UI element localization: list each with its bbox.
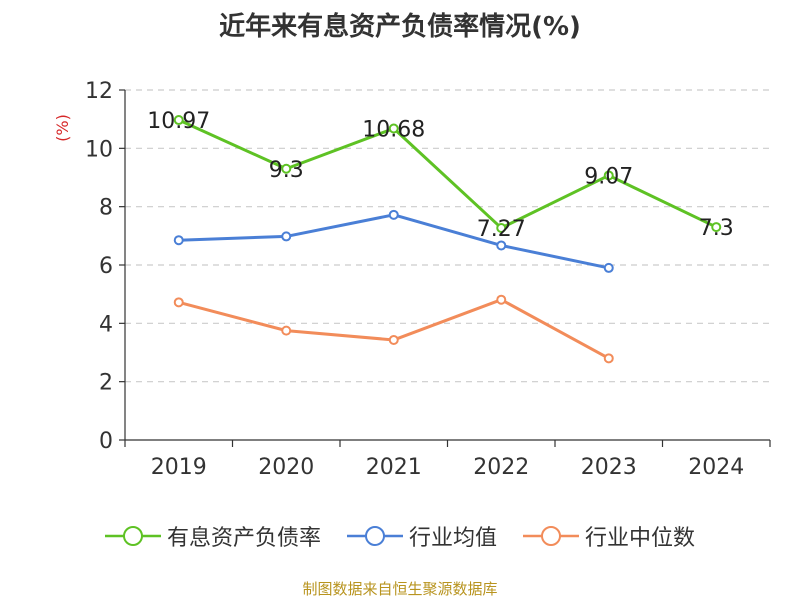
data-label: 10.68 xyxy=(362,118,425,143)
legend-item-series-3[interactable]: 行业中位数 xyxy=(523,520,695,552)
y-tick-label: 12 xyxy=(85,79,113,104)
data-point-series-1 xyxy=(173,115,184,126)
data-label: 10.97 xyxy=(147,109,210,134)
legend-label-series-1: 有息资产负债率 xyxy=(166,526,321,551)
axes: 0 2 4 6 8 10 12 2019 2020 2021 2022 2023 2024 xyxy=(85,79,771,480)
data-point-series-2 xyxy=(496,240,507,251)
x-tick-label: 2024 xyxy=(688,455,744,480)
data-point-series-2 xyxy=(281,231,292,242)
y-tick-label: 0 xyxy=(99,429,113,454)
legend-label-series-3: 行业中位数 xyxy=(585,526,696,551)
x-tick-label: 2020 xyxy=(258,455,314,480)
x-tick-label: 2019 xyxy=(151,455,207,480)
data-point-series-3 xyxy=(173,297,184,308)
legend-item-series-1[interactable]: 有息资产负债率 xyxy=(104,520,321,552)
source-footer: 制图数据来自恒生聚源数据库 xyxy=(302,580,498,598)
data-labels: 10.97 9.3 10.68 7.27 9.07 7.3 xyxy=(147,109,733,242)
data-label: 7.27 xyxy=(477,217,526,242)
data-point-series-3 xyxy=(603,353,614,364)
chart-title: 近年来有息资产负债率情况(%) xyxy=(219,12,581,42)
data-point-series-3 xyxy=(388,334,399,345)
data-point-series-2 xyxy=(173,235,184,246)
y-tick-label: 10 xyxy=(85,137,113,162)
x-tick-label: 2021 xyxy=(366,455,422,480)
series-lines xyxy=(173,115,722,364)
data-point-series-2 xyxy=(388,209,399,220)
data-point-series-1 xyxy=(281,163,292,174)
y-tick-label: 6 xyxy=(99,254,113,279)
data-point-series-3 xyxy=(496,294,507,305)
legend: 有息资产负债率 行业均值 行业中位数 xyxy=(0,520,800,552)
data-label: 7.3 xyxy=(699,216,734,241)
y-tick-label: 8 xyxy=(99,196,113,221)
legend-label-series-2: 行业均值 xyxy=(408,526,497,551)
x-tick-label: 2022 xyxy=(473,455,529,480)
legend-marker-series-3 xyxy=(523,526,579,546)
legend-marker-series-1 xyxy=(104,526,161,546)
series-line-2 xyxy=(178,213,610,270)
data-point-series-1 xyxy=(496,222,507,233)
data-label: 9.07 xyxy=(584,164,633,189)
data-point-series-1 xyxy=(388,123,399,134)
legend-item-series-2[interactable]: 行业均值 xyxy=(346,520,497,552)
gridlines xyxy=(125,89,770,383)
series-line-1 xyxy=(178,118,717,230)
y-axis-label: (%) xyxy=(53,114,72,142)
x-tick-label: 2023 xyxy=(581,455,637,480)
y-tick-label: 4 xyxy=(99,312,113,337)
series-line-3 xyxy=(178,298,610,360)
y-tick-label: 2 xyxy=(99,371,113,396)
data-point-series-1 xyxy=(603,170,614,181)
data-point-series-2 xyxy=(603,262,614,273)
legend-marker-series-2 xyxy=(346,526,403,546)
data-point-series-1 xyxy=(711,222,722,233)
data-label: 9.3 xyxy=(269,158,304,183)
data-point-series-3 xyxy=(281,325,292,336)
